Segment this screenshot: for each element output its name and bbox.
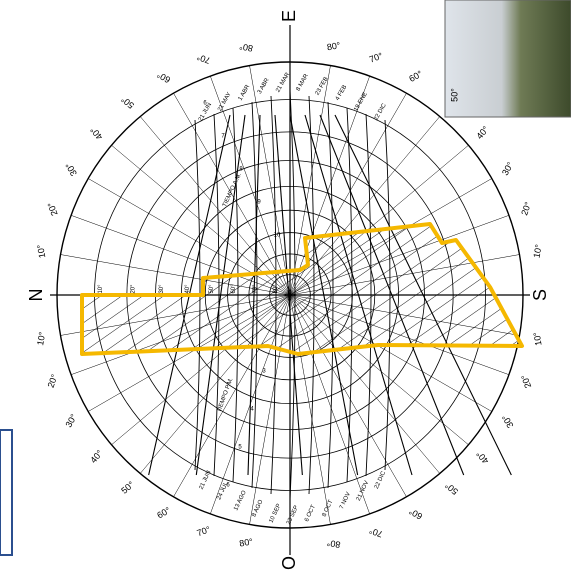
azimuth-label: 30°	[63, 161, 79, 178]
altitude-label: 30°	[159, 284, 165, 294]
hour-label: 9	[257, 200, 261, 206]
compass-label: E	[279, 10, 299, 22]
azimuth-label: 40°	[88, 448, 105, 465]
side-box	[0, 429, 13, 556]
hour-label: 6	[203, 101, 207, 107]
altitude-label: 50°	[209, 284, 215, 294]
date-label: 22 DIC	[374, 470, 388, 490]
compass-label: O	[279, 556, 299, 570]
azimuth-label: 80°	[326, 40, 342, 52]
hour-label: 4	[250, 407, 254, 413]
azimuth-label: 60°	[155, 69, 172, 85]
date-label: 21 MAY	[217, 91, 233, 112]
azimuth-label: 40°	[88, 125, 105, 142]
date-label: 4 FEB	[335, 84, 349, 101]
date-label: 3 ABR	[257, 77, 271, 95]
azimuth-label: 10°	[531, 331, 543, 347]
altitude-label: 10°	[98, 284, 104, 294]
photo-label: 50°	[449, 88, 459, 102]
date-label: 13 AGO	[233, 490, 248, 512]
date-label: 7 NOV	[339, 491, 352, 510]
azimuth-label: 10°	[531, 243, 543, 259]
date-label: 21 MAR	[275, 71, 291, 93]
azimuth-label: 20°	[46, 373, 60, 390]
azimuth-label: 30°	[63, 412, 79, 429]
azimuth-label: 40°	[474, 124, 491, 141]
azimuth-label: 60°	[407, 506, 424, 522]
azimuth-label: 60°	[407, 68, 424, 84]
azimuth-line	[111, 145, 291, 296]
hour-label: 8	[239, 167, 243, 173]
azimuth-label: 50°	[119, 94, 136, 111]
date-label: 8 OCT	[322, 499, 335, 518]
azimuth-label: 80°	[239, 536, 255, 548]
azimuth-label: 50°	[443, 480, 460, 497]
azimuth-label: 70°	[368, 50, 385, 64]
azimuth-line	[140, 116, 291, 296]
altitude-label: 40°	[185, 284, 191, 294]
azimuth-line	[249, 65, 291, 296]
azimuth-label: 80°	[238, 41, 254, 53]
hour-label: 10	[274, 233, 281, 239]
azimuth-line	[289, 75, 370, 296]
date-label: 8 MAR	[296, 73, 311, 92]
compass-label: S	[530, 289, 550, 301]
azimuth-label: 30°	[500, 413, 516, 430]
azimuth-line	[173, 93, 291, 296]
date-label: 21 JUN	[199, 470, 213, 491]
date-label: 6 OCT	[304, 504, 317, 523]
hour-label: 6	[226, 483, 230, 489]
date-label: 10 SEP	[269, 503, 283, 524]
azimuth-label: 20°	[519, 200, 533, 217]
azimuth-label: 60°	[155, 505, 172, 521]
date-label: 23 SEP	[286, 505, 300, 526]
azimuth-label: 80°	[326, 538, 342, 550]
azimuth-line	[289, 65, 331, 296]
altitude-label: 70°	[252, 284, 258, 294]
azimuth-label: 20°	[45, 201, 59, 218]
azimuth-label: 40°	[474, 449, 491, 466]
azimuth-label: 70°	[368, 525, 385, 539]
azimuth-label: 70°	[195, 524, 212, 538]
hour-label: 3	[262, 369, 266, 375]
azimuth-label: 50°	[119, 479, 136, 496]
date-label: 21 NOV	[356, 480, 370, 502]
photo	[444, 0, 571, 118]
altitude-label: 20°	[130, 284, 136, 294]
date-label: 23 FEB	[315, 76, 330, 96]
hour-label: 7	[221, 134, 225, 140]
azimuth-label: 70°	[195, 52, 212, 66]
altitude-label: 80°	[273, 284, 279, 294]
azimuth-label: 20°	[519, 373, 533, 390]
azimuth-label: 10°	[35, 243, 47, 259]
date-label: 19 ENE	[353, 92, 369, 113]
altitude-label: 60°	[231, 284, 237, 294]
date-label: 22 DIC	[373, 102, 388, 122]
obstruction-area	[80, 222, 524, 356]
azimuth-label: 30°	[500, 160, 516, 177]
hour-label: 5	[238, 445, 242, 451]
azimuth-line	[210, 75, 291, 296]
compass-label: N	[26, 289, 46, 302]
azimuth-label: 10°	[35, 331, 47, 347]
date-label: 1 ABR	[238, 84, 252, 102]
hour-label: 2	[274, 331, 278, 337]
